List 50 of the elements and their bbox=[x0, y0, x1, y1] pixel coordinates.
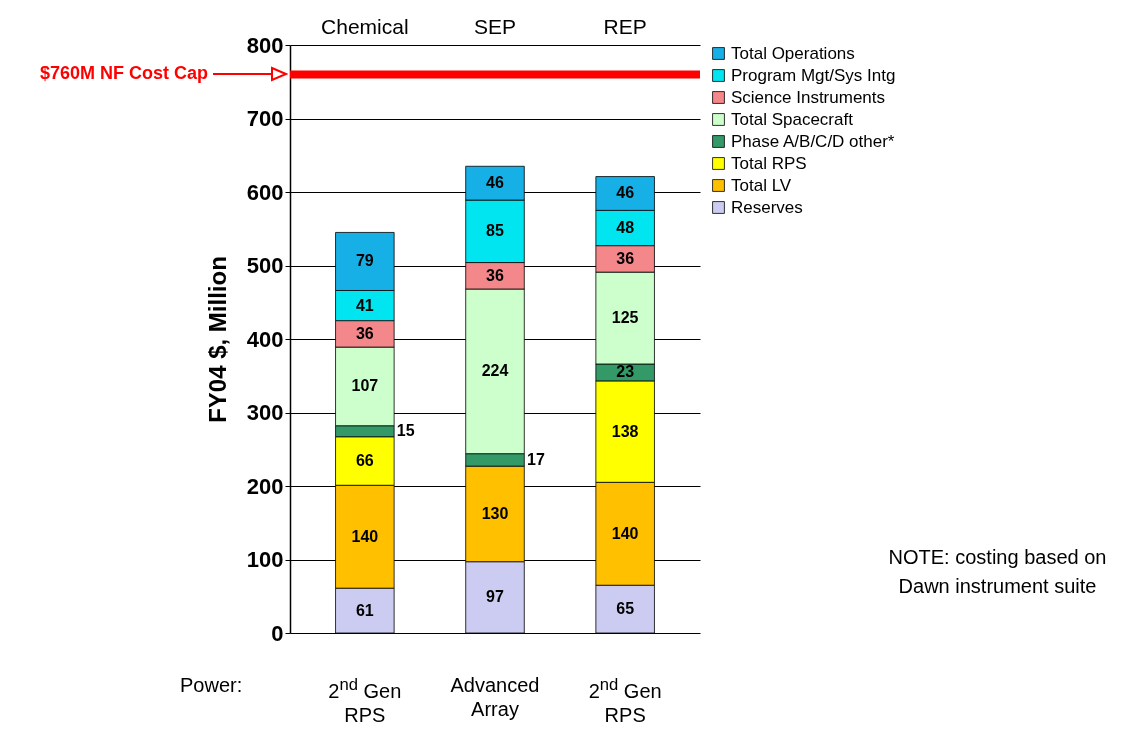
data-label: 17 bbox=[527, 450, 545, 468]
text: NOTE: costing based on Dawn instrument suite bbox=[887, 545, 1108, 599]
y-tick-label: 300 bbox=[246, 400, 284, 425]
legend-label: Science Instruments bbox=[731, 87, 886, 107]
data-label: 41 bbox=[355, 296, 374, 314]
y-tick-label: 200 bbox=[246, 473, 284, 499]
text: 2$^{nd}$ Gen RPS bbox=[327, 674, 403, 727]
data-label: 48 bbox=[616, 219, 635, 237]
text: Power: bbox=[180, 673, 243, 697]
data-label: 15 bbox=[396, 422, 415, 440]
legend-label: Total LV bbox=[731, 175, 792, 195]
data-label: 66 bbox=[355, 452, 374, 470]
y-tick-label: 800 bbox=[246, 32, 284, 58]
data-label: 140 bbox=[611, 524, 639, 542]
data-label: 130 bbox=[481, 504, 509, 522]
legend-label: Total Spacecraft bbox=[731, 109, 854, 129]
data-label: 36 bbox=[355, 324, 374, 342]
data-label: 61 bbox=[355, 601, 374, 619]
data-label: 97 bbox=[486, 588, 504, 606]
data-label: 23 bbox=[616, 363, 635, 381]
legend-label: Reserves bbox=[731, 197, 803, 217]
data-label: 140 bbox=[351, 527, 379, 545]
data-label: 46 bbox=[616, 184, 635, 202]
legend-label: Program Mgt/Sys Intg bbox=[731, 65, 896, 85]
legend-label: Phase A/B/C/D other* bbox=[731, 131, 895, 151]
y-axis-title: FY04 $, Million bbox=[203, 256, 231, 423]
data-label: 107 bbox=[351, 377, 379, 395]
y-tick-label: 400 bbox=[246, 326, 284, 352]
data-label: 36 bbox=[616, 249, 635, 267]
text: 2$^{nd}$ Gen RPS bbox=[587, 674, 663, 727]
legend-label: Total Operations bbox=[731, 43, 855, 63]
data-label: 138 bbox=[611, 422, 639, 440]
text: Advanced Array bbox=[449, 673, 541, 721]
data-label: 36 bbox=[486, 266, 504, 284]
y-tick-label: 500 bbox=[246, 253, 284, 278]
y-tick-label: 700 bbox=[246, 106, 284, 131]
y-tick-label: 100 bbox=[246, 547, 284, 572]
y-tick-label: 0 bbox=[271, 620, 284, 646]
data-label: 85 bbox=[486, 222, 504, 240]
data-label: 125 bbox=[611, 309, 639, 327]
data-label: 224 bbox=[481, 362, 509, 380]
data-label: 79 bbox=[355, 252, 374, 270]
x-tick-label: Chemical bbox=[321, 14, 409, 38]
y-tick-label: 600 bbox=[246, 179, 284, 205]
data-label: 46 bbox=[486, 174, 504, 192]
x-tick-label: REP bbox=[603, 14, 647, 38]
x-tick-label: SEP bbox=[473, 14, 517, 38]
ref-line-label: $760M NF Cost Cap bbox=[39, 63, 208, 84]
data-label: 65 bbox=[616, 600, 635, 618]
legend-label: Total RPS bbox=[731, 153, 807, 173]
